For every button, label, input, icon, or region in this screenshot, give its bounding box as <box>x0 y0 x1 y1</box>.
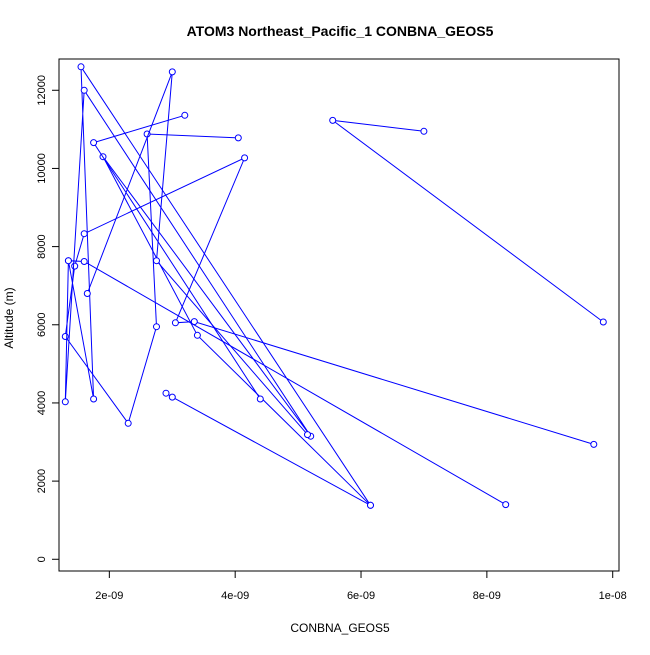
data-point <box>502 501 510 509</box>
y-tick-label: 4000 <box>36 391 48 415</box>
data-point <box>181 111 189 119</box>
data-point <box>83 290 91 297</box>
series-line <box>86 71 308 435</box>
data-point <box>171 319 179 327</box>
series-1 <box>329 116 607 326</box>
y-tick-label: 0 <box>36 556 48 562</box>
x-axis: 2e-09 4e-09 6e-09 8e-09 1e-08 <box>95 570 627 602</box>
data-point <box>304 431 311 439</box>
chart-title: ATOM3 Northeast_Pacific_1 CONBNA_GEOS5 <box>187 23 494 39</box>
data-point <box>168 68 176 76</box>
data-point <box>599 318 607 326</box>
series-4 <box>90 111 264 403</box>
data-point <box>153 323 160 331</box>
y-tick-label: 2000 <box>36 469 48 493</box>
x-tick-label: 1e-08 <box>599 590 627 602</box>
x-tick-label: 4e-09 <box>221 590 249 602</box>
data-point <box>124 419 132 427</box>
data-point <box>153 257 160 265</box>
data-point <box>90 395 98 403</box>
data-point <box>168 393 176 401</box>
series-5 <box>83 68 311 439</box>
data-point <box>61 398 69 406</box>
data-point <box>77 63 85 71</box>
data-point <box>71 262 79 270</box>
data-point <box>80 258 88 265</box>
series-6 <box>162 389 374 509</box>
y-tick-label: 6000 <box>36 313 48 337</box>
x-tick-label: 6e-09 <box>347 590 375 602</box>
data-point <box>329 116 337 124</box>
data-point <box>80 230 88 238</box>
data-point <box>241 154 249 162</box>
data-point <box>420 127 428 135</box>
x-axis-label: CONBNA_GEOS5 <box>290 621 390 635</box>
data-point <box>64 257 72 265</box>
x-tick-label: 8e-09 <box>473 590 501 602</box>
data-point <box>61 333 69 340</box>
data-point <box>162 389 170 397</box>
data-point <box>256 395 264 403</box>
series-2 <box>61 130 598 448</box>
y-tick-label: 8000 <box>36 234 48 258</box>
data-point <box>80 86 88 94</box>
data-point <box>590 440 598 448</box>
data-point <box>234 134 242 142</box>
y-tick-label: 10000 <box>36 153 48 184</box>
data-point <box>193 331 201 339</box>
y-axis: 0 2000 4000 6000 8000 10000 12000 <box>36 75 60 562</box>
series-layer <box>61 63 607 509</box>
y-axis-label: Altitude (m) <box>2 287 16 348</box>
y-tick-label: 12000 <box>36 75 48 106</box>
data-point <box>367 501 374 509</box>
x-tick-label: 2e-09 <box>95 590 123 602</box>
data-point <box>90 139 98 147</box>
